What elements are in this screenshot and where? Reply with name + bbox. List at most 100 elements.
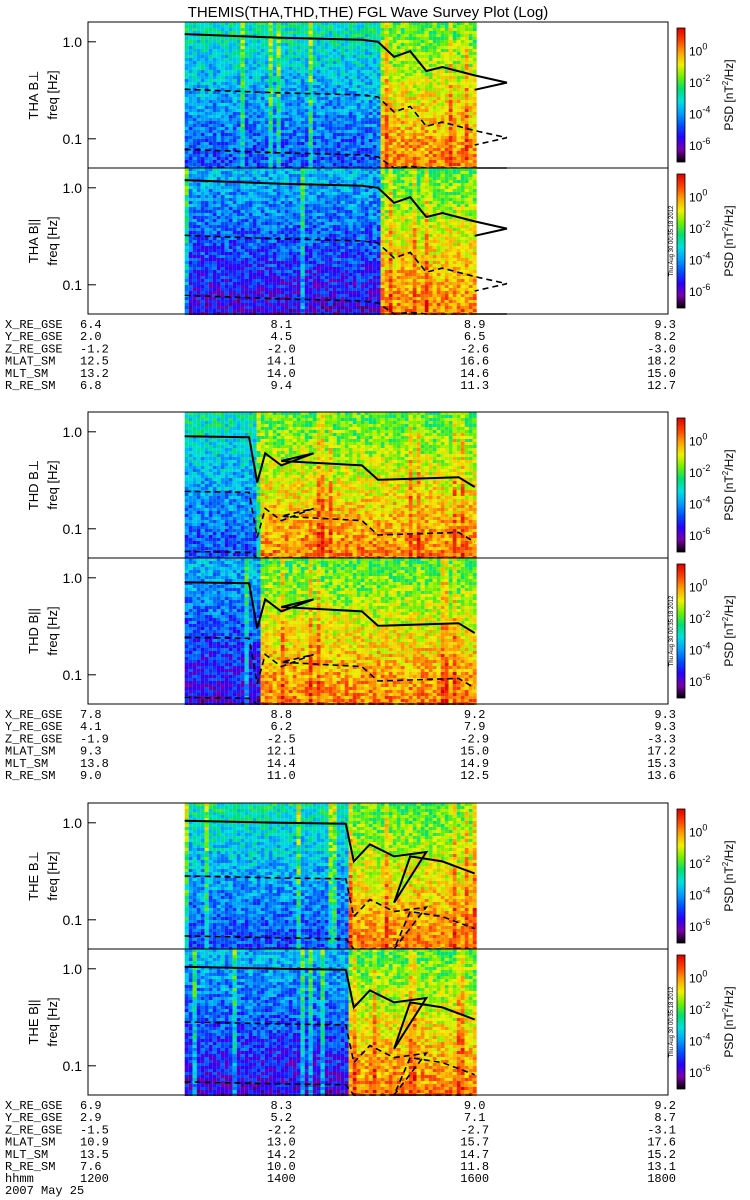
spectrogram-cell: [292, 171, 297, 174]
spectrogram-cell: [328, 73, 333, 76]
spectrogram-cell: [188, 249, 193, 252]
spectrogram-cell: [232, 306, 237, 309]
spectrogram-cell: [212, 249, 217, 252]
spectrogram-cell: [448, 136, 453, 139]
spectrogram-cell: [244, 157, 249, 160]
spectrogram-cell: [244, 246, 249, 249]
spectrogram-cell: [344, 106, 349, 109]
spectrogram-cell: [328, 127, 333, 130]
spectrogram-cell: [216, 234, 221, 237]
spectrogram-cell: [208, 151, 213, 154]
spectrogram-cell: [260, 73, 265, 76]
spectrogram-cell: [288, 222, 293, 225]
spectrogram-cell: [336, 154, 341, 157]
spectrogram-cell: [260, 31, 265, 34]
spectrogram-cell: [224, 133, 229, 136]
spectrogram-cell: [244, 118, 249, 121]
spectrogram-cell: [224, 294, 229, 297]
colorbar-tick-exponent: -6: [702, 136, 710, 146]
spectrogram-cell: [212, 285, 217, 288]
spectrogram-cell: [252, 249, 257, 252]
spectrogram-cell: [328, 100, 333, 103]
spectrogram-cell: [256, 174, 261, 177]
spectrogram-cell: [248, 49, 253, 52]
panel-label-group: THA B⊥: [26, 71, 41, 120]
spectrogram-cell: [204, 145, 209, 148]
spectrogram-cell: [336, 28, 341, 31]
spectrogram-cell: [252, 279, 257, 282]
spectrogram-cell: [280, 213, 285, 216]
spectrogram-cell: [276, 163, 281, 166]
spectrogram-cell: [292, 285, 297, 288]
spectrogram-cell: [304, 46, 309, 49]
spectrogram-cell: [264, 55, 269, 58]
spectrogram-cell: [212, 243, 217, 246]
spectrogram-cell: [284, 309, 289, 312]
spectrogram-cell: [252, 306, 257, 309]
spectrogram-cell: [332, 139, 337, 142]
spectrogram-cell: [192, 130, 197, 133]
spectrogram-cell: [332, 100, 337, 103]
spectrogram-cell: [204, 306, 209, 309]
spectrogram-cell: [308, 43, 313, 46]
spectrogram-cell: [204, 249, 209, 252]
spectrogram-cell: [280, 228, 285, 231]
spectrogram-cell: [436, 130, 441, 133]
spectrogram-cell: [280, 240, 285, 243]
spectrogram-cell: [280, 186, 285, 189]
spectrogram-cell: [284, 154, 289, 157]
spectrogram-cell: [344, 46, 349, 49]
spectrogram-cell: [292, 58, 297, 61]
spectrogram-cell: [264, 282, 269, 285]
spectrogram-cell: [384, 154, 389, 157]
spectrogram-cell: [380, 43, 385, 46]
spectrogram-cell: [464, 91, 469, 94]
spectrogram-cell: [360, 145, 365, 148]
spectrogram-cell: [444, 145, 449, 148]
spectrogram-cell: [460, 88, 465, 91]
spectrogram-cell: [188, 285, 193, 288]
spectrogram-cell: [216, 157, 221, 160]
spectrogram-cell: [208, 225, 213, 228]
spectrogram-cell: [400, 151, 405, 154]
spectrogram-cell: [248, 76, 253, 79]
spectrogram-cell: [248, 100, 253, 103]
spectrogram-cell: [204, 55, 209, 58]
spectrogram-cell: [264, 309, 269, 312]
spectrogram-cell: [244, 297, 249, 300]
spectrogram-cell: [268, 43, 273, 46]
spectrogram-cell: [436, 160, 441, 163]
spectrogram-cell: [268, 100, 273, 103]
spectrogram-cell: [424, 139, 429, 142]
spectrogram-cell: [356, 79, 361, 82]
spectrogram-cell: [228, 94, 233, 97]
spectrogram-cell: [240, 157, 245, 160]
spectrogram-cell: [228, 219, 233, 222]
spectrogram-cell: [256, 133, 261, 136]
spectrogram-cell: [276, 43, 281, 46]
spectrogram-cell: [204, 207, 209, 210]
spectrogram-cell: [264, 28, 269, 31]
spectrogram-cell: [272, 52, 277, 55]
spectrogram-cell: [288, 34, 293, 37]
spectrogram-cell: [288, 70, 293, 73]
spectrogram-cell: [216, 37, 221, 40]
spectrogram-cell: [316, 157, 321, 160]
spectrogram-cell: [216, 237, 221, 240]
spectrogram-cell: [352, 85, 357, 88]
spectrogram-cell: [380, 76, 385, 79]
spectrogram-cell: [344, 88, 349, 91]
spectrogram-cell: [208, 276, 213, 279]
spectrogram-cell: [368, 100, 373, 103]
spectrogram-cell: [436, 103, 441, 106]
spectrogram-cell: [300, 148, 305, 151]
spectrogram-cell: [300, 40, 305, 43]
spectrogram-cell: [472, 49, 477, 52]
spectrogram-cell: [336, 73, 341, 76]
spectrogram-cell: [420, 25, 425, 28]
spectrogram-cell: [248, 31, 253, 34]
spectrogram-cell: [200, 273, 205, 276]
spectrogram-cell: [204, 25, 209, 28]
spectrogram-cell: [272, 282, 277, 285]
spectrogram-cell: [276, 88, 281, 91]
